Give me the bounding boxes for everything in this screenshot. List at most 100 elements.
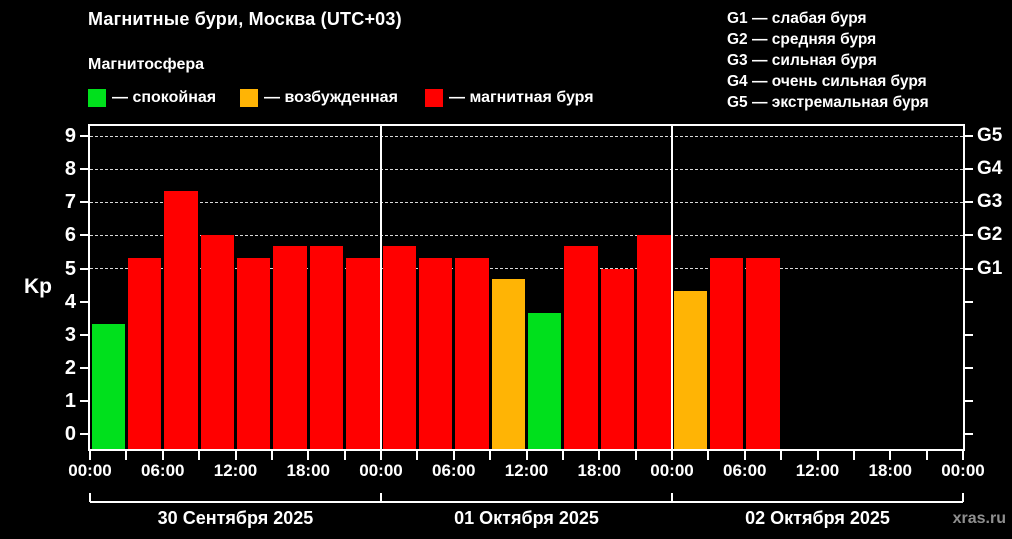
storm-scale-item-g5: G5 — экстремальная буря bbox=[727, 94, 929, 111]
x-tick bbox=[452, 451, 455, 460]
y-tick bbox=[80, 201, 88, 204]
date-axis-tick bbox=[380, 493, 382, 502]
g-scale-tick bbox=[965, 300, 973, 303]
storm-scale-item-g4: G4 — очень сильная буря bbox=[727, 73, 927, 90]
x-tick bbox=[270, 451, 273, 460]
x-time-label: 00:00 bbox=[359, 461, 403, 480]
legend-item-label: — возбужденная bbox=[264, 89, 398, 106]
kp-bar bbox=[237, 257, 271, 449]
plot-gridline bbox=[90, 268, 963, 269]
g-scale-tick bbox=[965, 168, 973, 171]
kp-bar bbox=[164, 191, 198, 449]
x-tick bbox=[234, 451, 237, 460]
day-separator-line bbox=[380, 126, 382, 449]
kp-bar bbox=[346, 257, 380, 449]
kp-bar bbox=[382, 246, 416, 449]
x-tick bbox=[380, 451, 382, 460]
watermark: xras.ru bbox=[952, 510, 1006, 527]
date-axis-tick bbox=[962, 493, 964, 502]
plot-gridline bbox=[90, 135, 963, 137]
x-tick bbox=[307, 451, 310, 460]
g-scale-tick bbox=[965, 333, 973, 336]
date-label: 01 Октября 2025 bbox=[454, 508, 599, 528]
x-tick bbox=[525, 451, 528, 460]
kp-bar bbox=[127, 257, 162, 449]
x-tick bbox=[561, 451, 564, 460]
y-tick bbox=[80, 267, 88, 270]
g-scale-label: G1 bbox=[977, 257, 1003, 279]
y-tick-label: 2 bbox=[64, 356, 76, 379]
y-tick-label: 1 bbox=[64, 389, 76, 412]
x-time-label: 06:00 bbox=[432, 461, 476, 480]
legend-swatch-storm bbox=[425, 89, 443, 107]
y-tick bbox=[80, 433, 88, 435]
y-tick-label: 8 bbox=[64, 158, 76, 181]
x-tick bbox=[89, 451, 91, 460]
x-time-label: 00:00 bbox=[68, 461, 112, 480]
kp-bar bbox=[673, 290, 707, 449]
x-tick bbox=[962, 451, 964, 460]
plot-gridline bbox=[90, 168, 963, 170]
x-tick bbox=[743, 451, 746, 460]
y-tick-label: 4 bbox=[64, 290, 76, 313]
legend-item-label: — спокойная bbox=[112, 89, 217, 106]
y-tick-label: 3 bbox=[64, 323, 76, 346]
kp-bar bbox=[200, 235, 234, 449]
x-tick bbox=[889, 451, 892, 460]
plot-gridline bbox=[90, 234, 963, 236]
storm-scale-item-g2: G2 — средняя буря bbox=[727, 31, 877, 48]
kp-bar bbox=[309, 246, 344, 449]
x-tick bbox=[925, 451, 928, 460]
kp-bar bbox=[564, 246, 598, 449]
x-time-label: 18:00 bbox=[868, 461, 912, 480]
x-tick bbox=[161, 451, 164, 460]
storm-scale-item-g1: G1 — слабая буря bbox=[727, 10, 867, 27]
y-tick bbox=[80, 366, 88, 369]
day-separator-line bbox=[671, 126, 673, 449]
legend-swatch-quiet bbox=[88, 89, 106, 107]
g-scale-tick bbox=[965, 399, 973, 402]
x-time-label: 12:00 bbox=[795, 461, 840, 480]
kp-bar bbox=[273, 246, 307, 449]
g-scale-tick bbox=[965, 267, 973, 270]
x-tick bbox=[598, 451, 601, 460]
y-tick bbox=[80, 399, 88, 402]
storm-scale-legend: G1 — слабая буря G2 — средняя буря G3 — … bbox=[727, 8, 929, 113]
kp-bar bbox=[491, 279, 525, 449]
g-scale-tick bbox=[965, 366, 973, 369]
y-tick-label: 6 bbox=[64, 224, 76, 247]
y-tick-label: 9 bbox=[64, 125, 76, 148]
date-label: 02 Октября 2025 bbox=[745, 508, 890, 528]
chart-subtitle: Магнитосфера bbox=[88, 56, 205, 73]
kp-bar bbox=[746, 257, 780, 449]
x-tick bbox=[707, 451, 710, 460]
storm-scale-item-g3: G3 — сильная буря bbox=[727, 52, 877, 69]
g-scale-label: G3 bbox=[977, 191, 1003, 213]
g-scale-tick bbox=[965, 135, 973, 138]
x-time-label: 12:00 bbox=[504, 461, 549, 480]
kp-bar bbox=[709, 257, 744, 449]
plot-area bbox=[88, 124, 965, 451]
x-tick bbox=[198, 451, 201, 460]
x-tick bbox=[125, 451, 128, 460]
x-time-label: 06:00 bbox=[141, 461, 185, 480]
x-tick bbox=[780, 451, 783, 460]
y-tick-label: 5 bbox=[64, 257, 76, 280]
y-tick bbox=[80, 333, 88, 336]
x-time-label: 12:00 bbox=[213, 461, 258, 480]
g-scale-tick bbox=[965, 234, 973, 237]
date-axis-line bbox=[90, 501, 963, 503]
x-time-label: 18:00 bbox=[577, 461, 621, 480]
x-tick bbox=[343, 451, 346, 460]
x-tick bbox=[816, 451, 819, 460]
kp-bar bbox=[418, 257, 453, 449]
x-tick bbox=[852, 451, 855, 460]
x-tick bbox=[634, 451, 637, 460]
date-axis-tick bbox=[89, 493, 91, 502]
date-label: 30 Сентября 2025 bbox=[157, 508, 314, 528]
x-time-label: 00:00 bbox=[650, 461, 694, 480]
kp-bar bbox=[637, 235, 671, 449]
x-tick bbox=[489, 451, 492, 460]
g-scale-label: G5 bbox=[977, 125, 1003, 147]
